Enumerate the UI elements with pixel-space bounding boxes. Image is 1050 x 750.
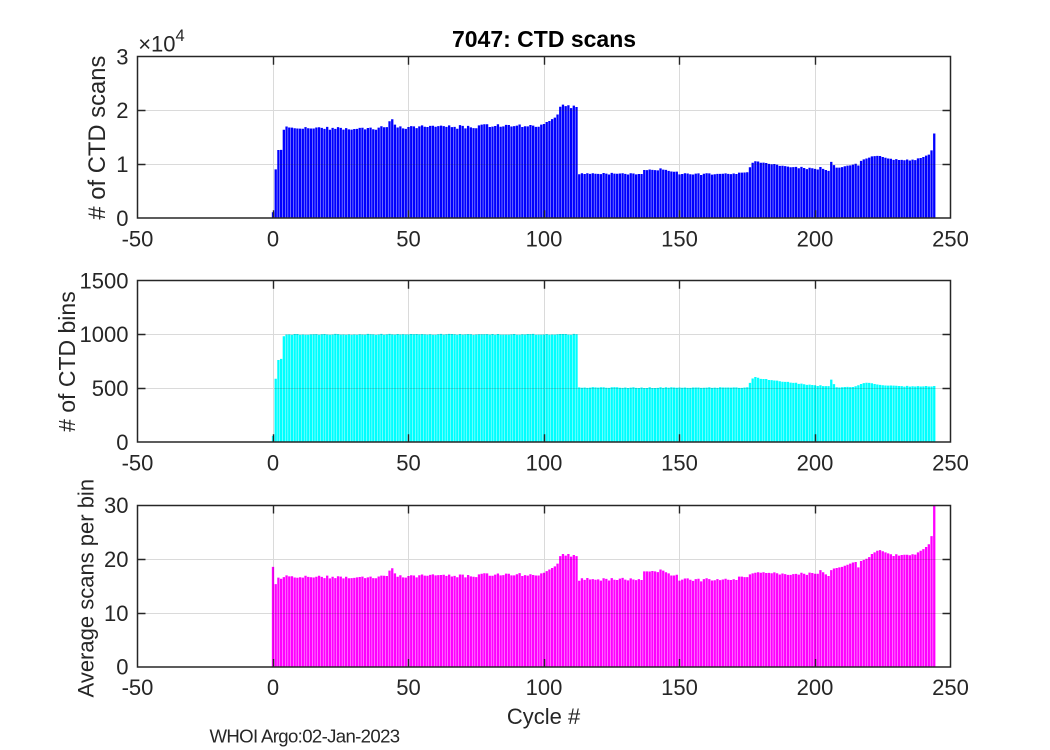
svg-text:2: 2 xyxy=(116,98,128,123)
svg-text:250: 250 xyxy=(932,675,969,700)
svg-text:10: 10 xyxy=(104,601,128,626)
svg-text:100: 100 xyxy=(526,450,563,475)
svg-text:150: 150 xyxy=(661,450,698,475)
svg-text:0: 0 xyxy=(116,655,128,680)
svg-text:7047: CTD scans: 7047: CTD scans xyxy=(452,26,636,52)
svg-text:50: 50 xyxy=(396,450,420,475)
svg-text:500: 500 xyxy=(92,376,129,401)
svg-text:-50: -50 xyxy=(122,675,154,700)
svg-text:1: 1 xyxy=(116,152,128,177)
svg-text:# of CTD bins: # of CTD bins xyxy=(54,291,80,432)
svg-text:0: 0 xyxy=(116,430,128,455)
svg-text:100: 100 xyxy=(526,675,563,700)
svg-text:50: 50 xyxy=(396,226,420,251)
svg-text:200: 200 xyxy=(797,675,834,700)
svg-text:-50: -50 xyxy=(122,450,154,475)
svg-text:250: 250 xyxy=(932,226,969,251)
svg-text:20: 20 xyxy=(104,547,128,572)
svg-text:-50: -50 xyxy=(122,226,154,251)
svg-text:1000: 1000 xyxy=(80,322,129,347)
svg-text:200: 200 xyxy=(797,226,834,251)
svg-text:0: 0 xyxy=(267,226,279,251)
svg-text:0: 0 xyxy=(267,675,279,700)
svg-text:Cycle #: Cycle # xyxy=(507,704,581,729)
svg-text:150: 150 xyxy=(661,226,698,251)
svg-text:# of CTD scans: # of CTD scans xyxy=(84,56,111,220)
svg-text:Average scans per bin: Average scans per bin xyxy=(74,479,99,698)
svg-text:100: 100 xyxy=(526,226,563,251)
svg-text:0: 0 xyxy=(116,206,128,231)
svg-text:30: 30 xyxy=(104,493,128,518)
svg-text:250: 250 xyxy=(932,450,969,475)
svg-text:50: 50 xyxy=(396,675,420,700)
svg-text:200: 200 xyxy=(797,450,834,475)
svg-text:WHOI Argo:02-Jan-2023: WHOI Argo:02-Jan-2023 xyxy=(210,726,400,747)
svg-text:1500: 1500 xyxy=(80,268,129,293)
svg-text:0: 0 xyxy=(267,450,279,475)
svg-text:3: 3 xyxy=(116,44,128,69)
svg-text:150: 150 xyxy=(661,675,698,700)
